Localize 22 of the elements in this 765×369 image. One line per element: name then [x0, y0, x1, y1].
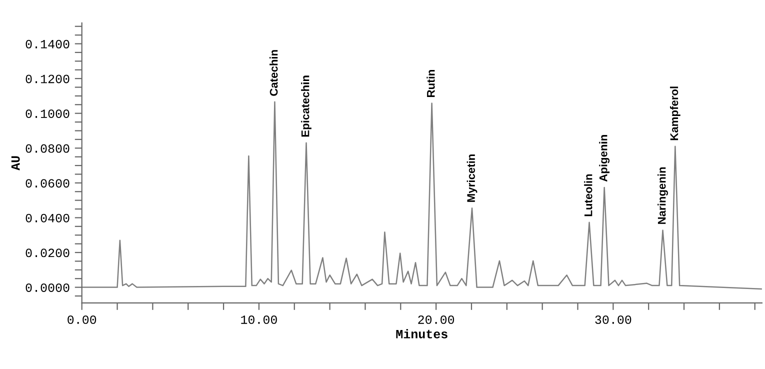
y-tick-label: 0.1400 [26, 40, 70, 48]
annotation: Apigenin [599, 135, 610, 182]
annotation: Epicatechin [301, 76, 312, 137]
x-tick-label: 0.00 [68, 315, 96, 324]
y-tick-label: 0.0600 [26, 179, 70, 188]
x-tick-label: 30.00 [595, 315, 632, 324]
x-axis-title: Minutes [396, 329, 448, 338]
annotation: Naringenin [658, 167, 668, 224]
y-tick-label: 0.0400 [26, 214, 70, 222]
annotation: Rutin [426, 70, 435, 97]
x-tick-label: 20.00 [418, 315, 454, 324]
y-axis-title: AU [11, 156, 20, 170]
annotation: Kampferol [670, 86, 680, 140]
x-tick-label: 10.00 [241, 315, 277, 324]
annotation: Catechin [270, 50, 278, 96]
y-tick-label: 0.0200 [26, 248, 70, 258]
y-tick-label: 0.1000 [26, 110, 70, 118]
annotation: Luteolin [584, 174, 592, 216]
y-tick-label: 0.0800 [26, 144, 70, 153]
y-tick-label: 0.0000 [26, 283, 70, 292]
y-tick-label: 0.1200 [26, 74, 70, 84]
annotation: Myricetin [466, 154, 478, 202]
